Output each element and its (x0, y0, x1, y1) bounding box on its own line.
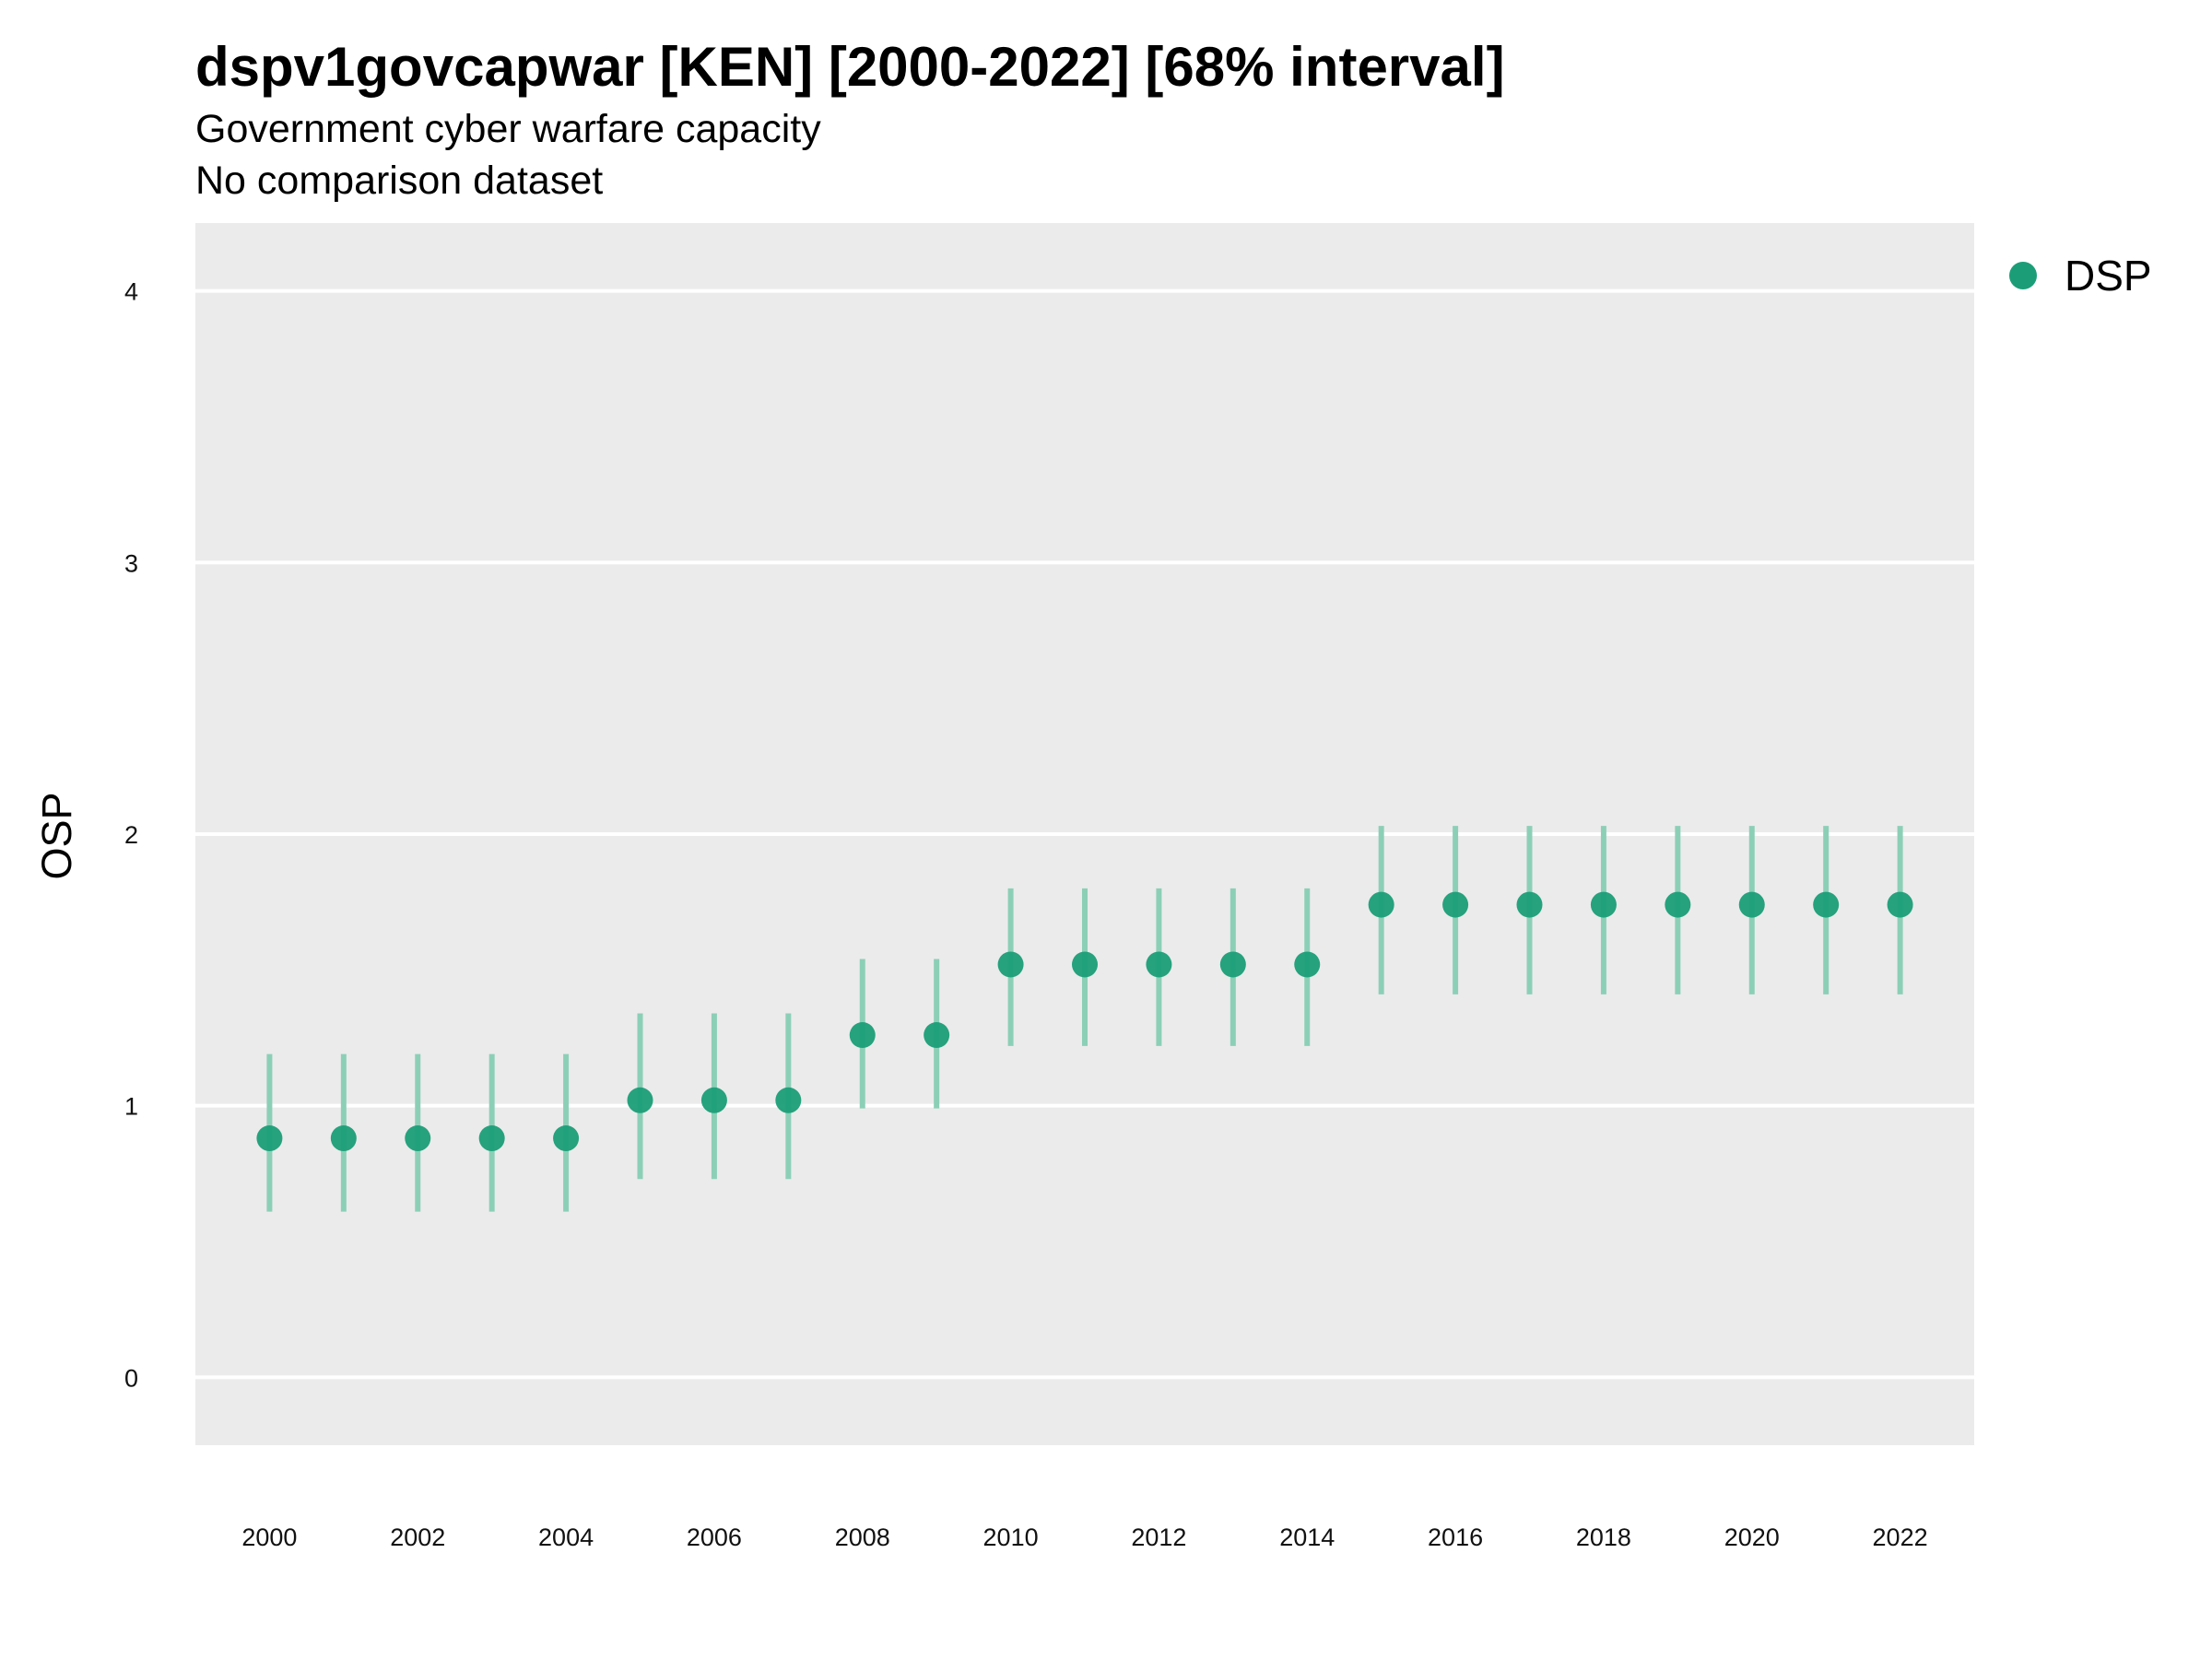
y-tick-label-1: 1 (124, 1093, 138, 1121)
x-tick-label-2010: 2010 (983, 1524, 1039, 1551)
data-point-2015 (1368, 891, 1394, 918)
chart-subtitle-2: No comparison dataset (195, 159, 604, 203)
data-point-2002 (405, 1125, 431, 1152)
data-point-2017 (1516, 891, 1543, 918)
x-tick-label-2004: 2004 (538, 1524, 594, 1551)
x-tick-label-2000: 2000 (241, 1524, 297, 1551)
x-tick-label-2018: 2018 (1576, 1524, 1631, 1551)
data-point-2001 (330, 1125, 357, 1152)
y-axis-ticks: 0 1 2 3 4 (124, 278, 138, 1393)
data-points (256, 891, 1913, 1152)
data-point-2021 (1813, 891, 1840, 918)
x-tick-label-2022: 2022 (1873, 1524, 1928, 1551)
x-tick-label-2020: 2020 (1724, 1524, 1780, 1551)
y-tick-label-3: 3 (124, 549, 138, 577)
data-point-2020 (1738, 891, 1765, 918)
x-tick-label-2012: 2012 (1131, 1524, 1186, 1551)
data-point-2018 (1590, 891, 1617, 918)
x-tick-label-2006: 2006 (687, 1524, 742, 1551)
data-point-2006 (700, 1087, 727, 1113)
x-tick-label-2014: 2014 (1279, 1524, 1335, 1551)
chart-title: dspv1govcapwar [KEN] [2000-2022] [68% in… (195, 36, 1505, 98)
x-axis-ticks: 2000 2002 2004 2006 2008 2010 2012 2014 2016 2018… (241, 1524, 1927, 1551)
data-point-2016 (1442, 891, 1469, 918)
data-point-2019 (1665, 891, 1691, 918)
data-point-2009 (924, 1022, 950, 1049)
chart-subtitle: Government cyber warfare capacity (195, 107, 821, 151)
data-point-2013 (1219, 951, 1246, 978)
legend-label-dsp: DSP (2065, 252, 2152, 300)
data-point-2003 (478, 1125, 505, 1152)
y-axis-title: OSP (33, 792, 80, 879)
data-point-2011 (1072, 951, 1098, 978)
legend-key-dsp (2009, 262, 2037, 289)
x-tick-label-2008: 2008 (835, 1524, 890, 1551)
x-tick-label-2016: 2016 (1428, 1524, 1483, 1551)
y-tick-label-2: 2 (124, 821, 138, 849)
data-point-2007 (775, 1087, 802, 1113)
data-point-2022 (1887, 891, 1913, 918)
data-point-2012 (1146, 951, 1172, 978)
x-tick-label-2002: 2002 (390, 1524, 445, 1551)
data-point-2010 (997, 951, 1024, 978)
y-tick-label-0: 0 (124, 1364, 138, 1392)
y-tick-label-4: 4 (124, 278, 138, 306)
data-point-2014 (1294, 951, 1321, 978)
data-point-2004 (553, 1125, 580, 1152)
legend: DSP (2009, 251, 2152, 300)
data-point-2005 (627, 1087, 653, 1113)
data-point-2008 (849, 1022, 876, 1049)
data-point-2000 (256, 1125, 283, 1152)
